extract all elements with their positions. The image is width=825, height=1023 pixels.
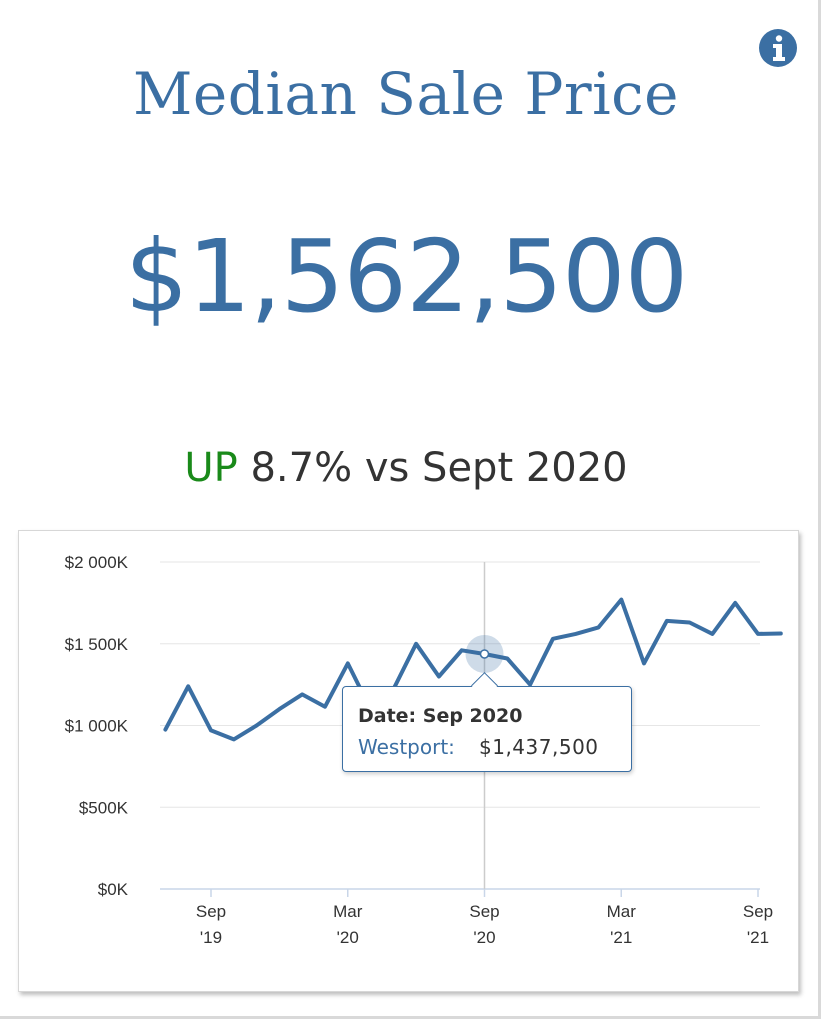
y-tick-label: $1 500K bbox=[65, 635, 129, 654]
highlight-point bbox=[479, 649, 490, 659]
tooltip-series-label: Westport: bbox=[358, 735, 455, 759]
chart-tooltip: Date: Sep 2020 Westport: $1,437,500 bbox=[342, 672, 632, 772]
change-summary: UP 8.7% vs Sept 2020 bbox=[0, 445, 812, 491]
x-tick-label: Sep bbox=[196, 902, 226, 921]
tooltip-date: Date: Sep 2020 bbox=[358, 705, 523, 727]
y-tick-label: $0K bbox=[98, 880, 129, 899]
x-tick-label: '20 bbox=[337, 928, 359, 947]
x-tick-label: '20 bbox=[473, 928, 495, 947]
y-tick-label: $500K bbox=[79, 798, 129, 817]
y-tick-label: $1 000K bbox=[65, 717, 129, 736]
change-text: 8.7% vs Sept 2020 bbox=[250, 445, 628, 491]
x-tick-label: Sep bbox=[469, 902, 499, 921]
change-direction: UP bbox=[184, 445, 238, 491]
x-tick-label: Sep bbox=[743, 902, 773, 921]
x-tick-label: '21 bbox=[610, 928, 632, 947]
median-price-value: $1,562,500 bbox=[124, 218, 689, 335]
series-line-westport bbox=[163, 597, 783, 742]
x-tick-label: Mar bbox=[607, 902, 637, 921]
tooltip-value: $1,437,500 bbox=[479, 735, 599, 759]
x-tick-label: Mar bbox=[333, 902, 363, 921]
card-title: Median Sale Price bbox=[133, 60, 679, 128]
x-tick-label: '21 bbox=[747, 928, 769, 947]
x-tick-label: '19 bbox=[200, 928, 222, 947]
info-icon[interactable] bbox=[758, 28, 798, 68]
y-tick-label: $2 000K bbox=[65, 553, 129, 572]
